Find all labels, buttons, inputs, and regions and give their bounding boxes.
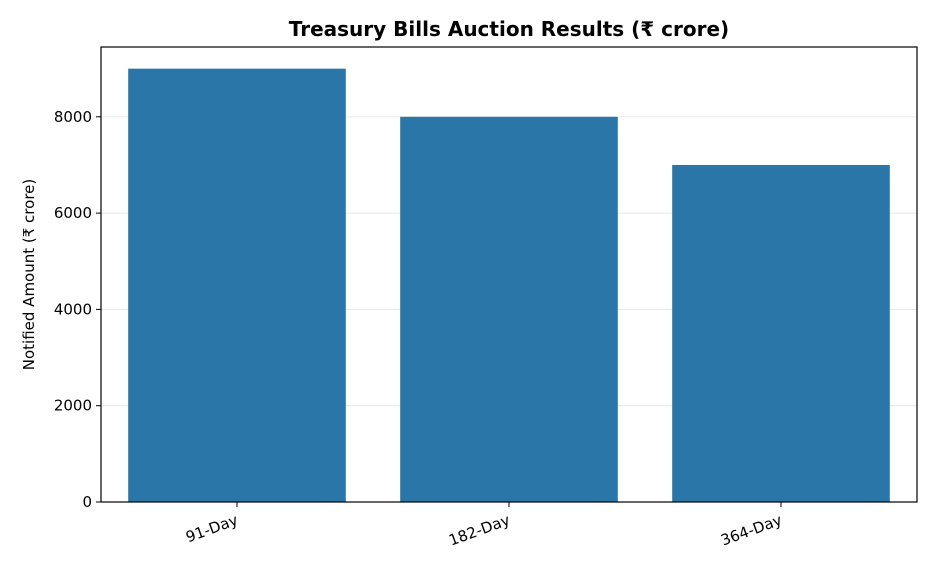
y-tick-label-1: 2000 bbox=[54, 397, 92, 415]
bars bbox=[128, 68, 890, 503]
bar-364-Day bbox=[672, 164, 890, 503]
bar-91-Day bbox=[128, 68, 346, 503]
x-axis-ticks: 91-Day 182-Day 364-Day bbox=[183, 502, 784, 550]
y-axis-label: Notified Amount (₹ crore) bbox=[20, 179, 38, 370]
y-axis-ticks: 0 2000 4000 6000 8000 bbox=[54, 108, 101, 511]
y-tick-label-0: 0 bbox=[82, 493, 92, 511]
y-tick-label-4: 8000 bbox=[54, 108, 92, 126]
x-tick-label-1: 182-Day bbox=[446, 511, 512, 550]
chart-title: Treasury Bills Auction Results (₹ crore) bbox=[289, 17, 729, 41]
y-tick-label-3: 6000 bbox=[54, 204, 92, 222]
bar-182-Day bbox=[400, 116, 618, 502]
y-tick-label-2: 4000 bbox=[54, 300, 92, 318]
x-tick-label-0: 91-Day bbox=[183, 511, 240, 546]
x-tick-label-2: 364-Day bbox=[718, 511, 784, 550]
